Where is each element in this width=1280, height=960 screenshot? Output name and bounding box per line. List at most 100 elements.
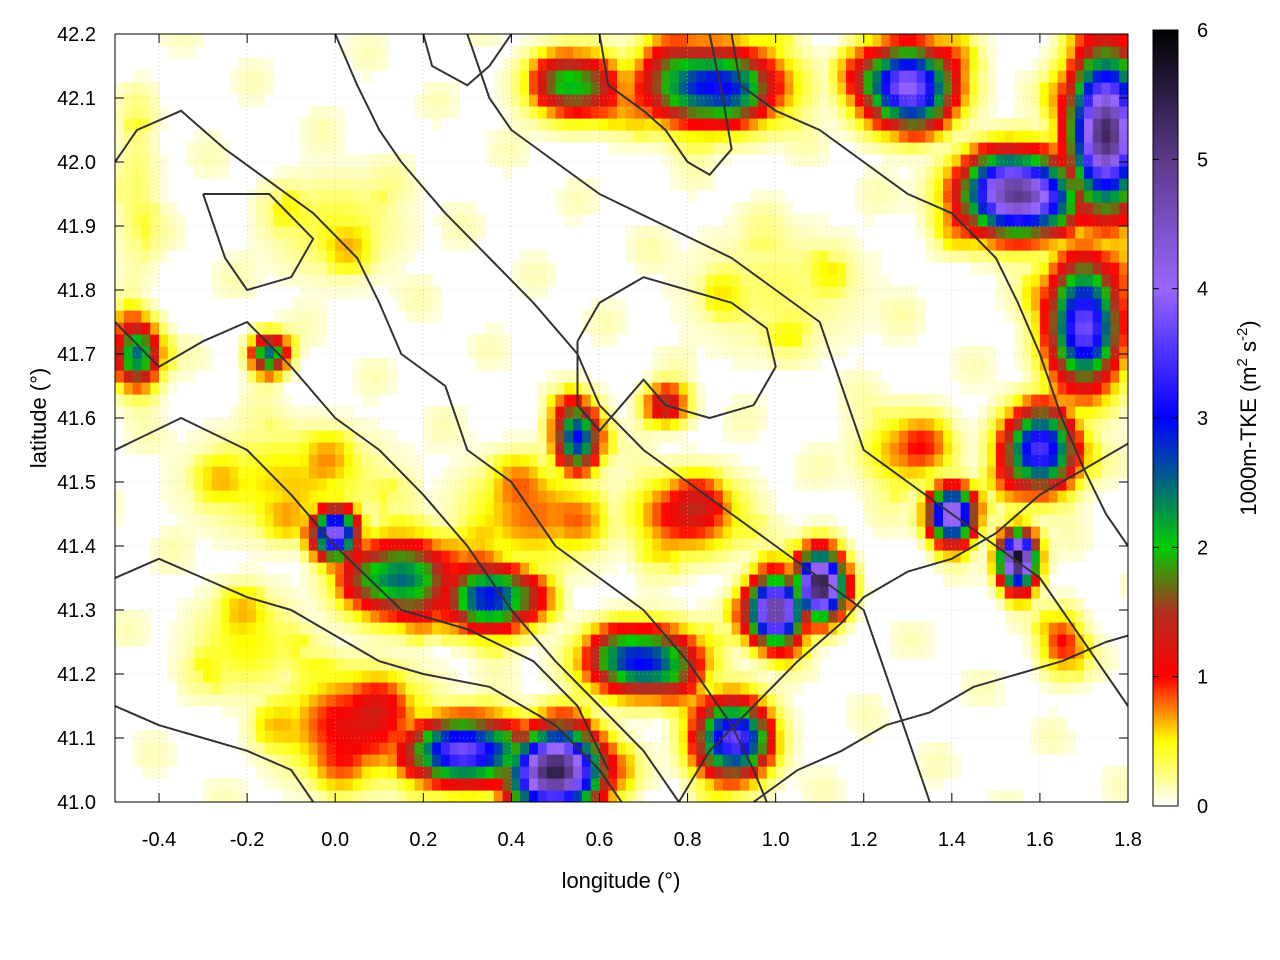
heatmap-cell <box>784 226 794 239</box>
heatmap-cell <box>194 682 204 695</box>
heatmap-cell <box>969 454 979 467</box>
heatmap-cell <box>467 490 477 503</box>
heatmap-cell <box>159 550 169 563</box>
heatmap-cell <box>713 94 724 107</box>
heatmap-cell <box>511 670 521 683</box>
heatmap-cell <box>1083 130 1094 143</box>
heatmap-cell <box>775 322 786 335</box>
heatmap-cell <box>943 226 953 239</box>
heatmap-cell <box>115 190 125 203</box>
heatmap-cell <box>115 406 125 419</box>
heatmap-cell <box>837 370 847 383</box>
heatmap-cell <box>705 562 715 575</box>
heatmap-cell <box>819 214 830 227</box>
heatmap-cell <box>1057 106 1067 119</box>
heatmap-cell <box>1048 358 1059 371</box>
heatmap-cell <box>123 262 134 275</box>
heatmap-cell <box>705 706 715 719</box>
heatmap-cell <box>1048 442 1059 455</box>
heatmap-cell <box>643 58 653 71</box>
heatmap-cell <box>969 82 979 95</box>
heatmap-cell <box>432 694 442 707</box>
heatmap-cell <box>819 442 830 455</box>
heatmap-cell <box>1075 214 1085 227</box>
heatmap-cell <box>978 466 988 479</box>
heatmap-cell <box>740 778 750 791</box>
heatmap-cell <box>634 418 645 431</box>
heatmap-cell <box>1031 334 1041 347</box>
heatmap-cell <box>344 682 354 695</box>
heatmap-cell <box>255 394 266 407</box>
heatmap-cell <box>960 82 971 95</box>
heatmap-cell <box>1004 442 1015 455</box>
heatmap-cell <box>608 694 618 707</box>
heatmap-cell <box>432 490 442 503</box>
heatmap-cell <box>167 430 178 443</box>
heatmap-cell <box>564 478 574 491</box>
heatmap-cell <box>758 142 768 155</box>
heatmap-cell <box>520 550 530 563</box>
heatmap-cell <box>1066 154 1076 167</box>
heatmap-cell <box>211 610 222 623</box>
heatmap-cell <box>211 478 222 491</box>
heatmap-cell <box>661 502 671 515</box>
heatmap-cell <box>511 742 521 755</box>
heatmap-cell <box>951 346 962 359</box>
heatmap-cell <box>370 202 380 215</box>
heatmap-cell <box>722 646 733 659</box>
heatmap-cell <box>555 778 565 791</box>
heatmap-cell <box>502 82 512 95</box>
heatmap-cell <box>150 262 160 275</box>
heatmap-cell <box>150 238 160 251</box>
heatmap-cell <box>414 526 424 539</box>
heatmap-cell <box>361 694 372 707</box>
heatmap-cell <box>581 202 592 215</box>
heatmap-cell <box>379 598 389 611</box>
heatmap-cell <box>317 274 328 287</box>
heatmap-cell <box>255 418 266 431</box>
heatmap-cell <box>1057 142 1067 155</box>
heatmap-cell <box>1101 346 1111 359</box>
heatmap-cell <box>291 430 301 443</box>
heatmap-cell <box>669 358 680 371</box>
heatmap-cell <box>264 526 275 539</box>
heatmap-cell <box>299 658 310 671</box>
heatmap-cell <box>951 154 962 167</box>
heatmap-cell <box>335 502 345 515</box>
heatmap-cell <box>141 634 151 647</box>
heatmap-cell <box>581 454 592 467</box>
heatmap-cell <box>291 442 301 455</box>
heatmap-cell <box>951 754 962 767</box>
heatmap-cell <box>335 178 345 191</box>
heatmap-cell <box>308 250 319 263</box>
heatmap-cell <box>159 118 169 131</box>
heatmap-cell <box>722 334 733 347</box>
heatmap-cell <box>916 118 926 131</box>
heatmap-cell <box>141 202 151 215</box>
heatmap-cell <box>176 226 187 239</box>
heatmap-cell <box>150 118 160 131</box>
heatmap-cell <box>987 166 997 179</box>
heatmap-cell <box>159 442 169 455</box>
heatmap-cell <box>634 82 645 95</box>
heatmap-cell <box>617 526 627 539</box>
heatmap-cell <box>132 430 143 443</box>
heatmap-cell <box>159 382 169 395</box>
heatmap-cell <box>123 130 134 143</box>
heatmap-cell <box>344 166 354 179</box>
heatmap-cell <box>326 562 336 575</box>
heatmap-cell <box>564 418 574 431</box>
heatmap-cell <box>740 610 750 623</box>
heatmap-cell <box>264 250 275 263</box>
heatmap-cell <box>1048 250 1059 263</box>
heatmap-cell <box>652 526 662 539</box>
heatmap-cell <box>520 646 530 659</box>
heatmap-cell <box>1083 274 1094 287</box>
heatmap-cell <box>810 790 821 802</box>
heatmap-cell <box>520 286 530 299</box>
heatmap-cell <box>344 274 354 287</box>
heatmap-cell <box>352 610 363 623</box>
heatmap-cell <box>211 418 222 431</box>
heatmap-cell <box>229 526 239 539</box>
heatmap-cell <box>185 430 195 443</box>
